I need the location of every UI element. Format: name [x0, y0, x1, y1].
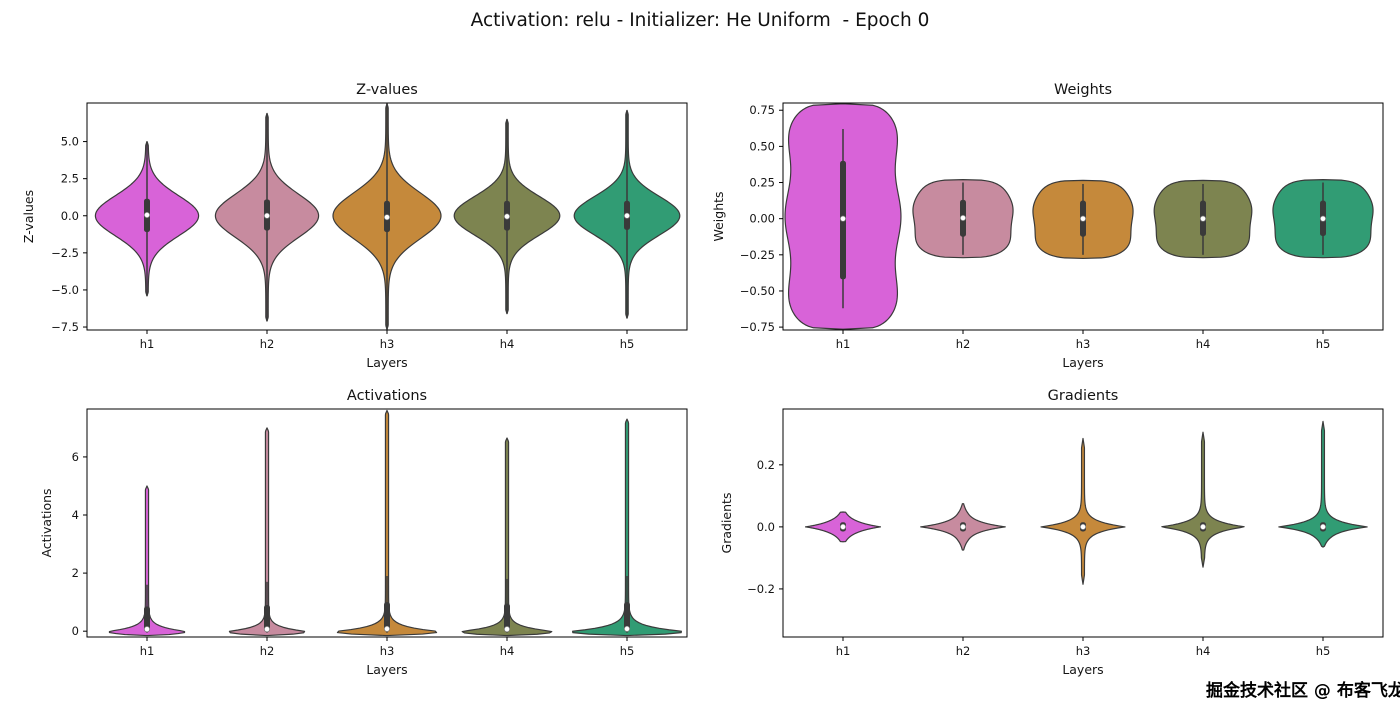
violin-layer: [94, 103, 681, 330]
y-tick-label: −7.5: [51, 320, 79, 334]
iqr-box-h2: [264, 605, 270, 632]
x-tick-label: h1: [140, 337, 155, 351]
x-tick-label: h4: [1196, 644, 1211, 658]
x-axis-label: Layers: [366, 662, 407, 677]
median-dot-h5: [1319, 523, 1327, 530]
panel-weights: 0.75 0.50 0.25 0.00 −0.25 −0.50 −0.75 h1 h2 h3 h4 h…: [711, 82, 1384, 370]
y-tick-label: 0.2: [757, 458, 775, 472]
x-tick-label: h1: [836, 337, 851, 351]
median-dot-h1: [839, 215, 847, 222]
violin-layer: [108, 409, 682, 637]
panel-title: Z-values: [356, 82, 418, 98]
median-dot-h1: [143, 211, 151, 219]
x-tick-label: h4: [500, 337, 515, 351]
median-dot-h4: [503, 213, 511, 220]
x-tick-label: h5: [1316, 337, 1331, 351]
median-dot-h3: [383, 214, 391, 221]
figure-title: Activation: relu - Initializer: He Unifo…: [470, 10, 930, 31]
panel-gradients: 0.2 0.0 −0.2 h1 h2 h3 h4 h5 Layers Gradients Gradi…: [719, 388, 1384, 677]
median-dot-h3: [383, 625, 391, 632]
x-tick-label: h2: [260, 644, 275, 658]
median-dot-h2: [263, 212, 271, 219]
panel-title: Activations: [347, 388, 427, 404]
x-axis-label: Layers: [366, 355, 407, 370]
violin-h1: [108, 485, 186, 637]
median-dot-h5: [623, 212, 631, 219]
x-tick-label: h3: [380, 337, 395, 351]
median-dot-h2: [263, 626, 271, 633]
violin-h5: [1278, 420, 1368, 548]
x-tick-label: h5: [1316, 644, 1331, 658]
median-dot-h2: [959, 214, 967, 221]
panel-z-values: 5.0 2.5 0.0 −2.5 −5.0 −7.5 h1 h2 h3 h4 h5 Layers Z-v…: [21, 82, 688, 370]
watermark: 掘金技术社区 @ 布客飞龙: [1206, 681, 1400, 701]
violin-h4: [461, 437, 553, 637]
violin-h4: [1161, 431, 1245, 568]
y-tick-label: 5.0: [61, 135, 79, 149]
x-tick-label: h2: [260, 337, 275, 351]
y-tick-label: 0.0: [757, 520, 775, 534]
median-dot-h1: [839, 523, 847, 530]
panel-title: Weights: [1054, 82, 1112, 98]
y-axis-label: Weights: [711, 191, 726, 241]
x-axis-label: Layers: [1062, 662, 1103, 677]
violin-layer: [804, 420, 1368, 585]
x-tick-label: h2: [956, 644, 971, 658]
x-tick-label: h4: [500, 644, 515, 658]
x-tick-label: h3: [1076, 337, 1091, 351]
y-tick-label: −0.25: [740, 248, 775, 262]
median-dot-h5: [1319, 215, 1327, 222]
y-tick-label: −2.5: [51, 246, 79, 260]
y-tick-label: −0.2: [747, 582, 775, 596]
y-tick-label: 0.0: [61, 209, 79, 223]
x-tick-label: h3: [1076, 644, 1091, 658]
violin-h2: [228, 427, 306, 637]
x-tick-label: h3: [380, 644, 395, 658]
y-tick-label: 0.50: [749, 139, 775, 153]
x-tick-label: h2: [956, 337, 971, 351]
violin-layer: [784, 103, 1374, 330]
panel-activations: 6 4 2 0 h1 h2 h3 h4 h5 Layers Activations Activatio…: [39, 388, 688, 677]
y-tick-label: 0.75: [749, 103, 775, 117]
y-tick-label: 6: [72, 450, 79, 464]
violin-h3: [336, 409, 438, 637]
iqr-box-h1: [144, 606, 150, 632]
y-tick-label: −5.0: [51, 283, 79, 297]
median-dot-h5: [623, 625, 631, 632]
x-tick-label: h1: [140, 644, 155, 658]
y-tick-label: −0.75: [740, 320, 775, 334]
median-dot-h3: [1079, 215, 1087, 222]
violin-h5: [572, 418, 682, 637]
y-tick-label: 2.5: [61, 172, 79, 186]
x-tick-label: h5: [620, 337, 635, 351]
median-dot-h1: [143, 626, 151, 633]
y-tick-label: 0: [72, 624, 79, 638]
y-tick-label: 2: [72, 566, 79, 580]
panel-title: Gradients: [1048, 388, 1119, 404]
y-tick-label: 0.25: [749, 176, 775, 190]
median-dot-h4: [503, 626, 511, 633]
iqr-box-h5: [624, 602, 630, 632]
x-axis-label: Layers: [1062, 355, 1103, 370]
y-tick-label: −0.50: [740, 284, 775, 298]
iqr-box-h3: [384, 602, 390, 632]
median-dot-h4: [1199, 523, 1207, 530]
median-dot-h2: [959, 523, 967, 530]
x-tick-label: h5: [620, 644, 635, 658]
y-axis-label: Gradients: [719, 493, 734, 554]
y-tick-label: 0.00: [749, 212, 775, 226]
x-tick-label: h1: [836, 644, 851, 658]
median-dot-h3: [1079, 523, 1087, 530]
y-tick-label: 4: [72, 508, 79, 522]
median-dot-h4: [1199, 215, 1207, 222]
y-axis-label: Activations: [39, 488, 54, 557]
violin-h3: [1040, 437, 1126, 585]
y-axis-label: Z-values: [21, 190, 36, 243]
x-tick-label: h4: [1196, 337, 1211, 351]
iqr-box-h4: [504, 603, 510, 632]
